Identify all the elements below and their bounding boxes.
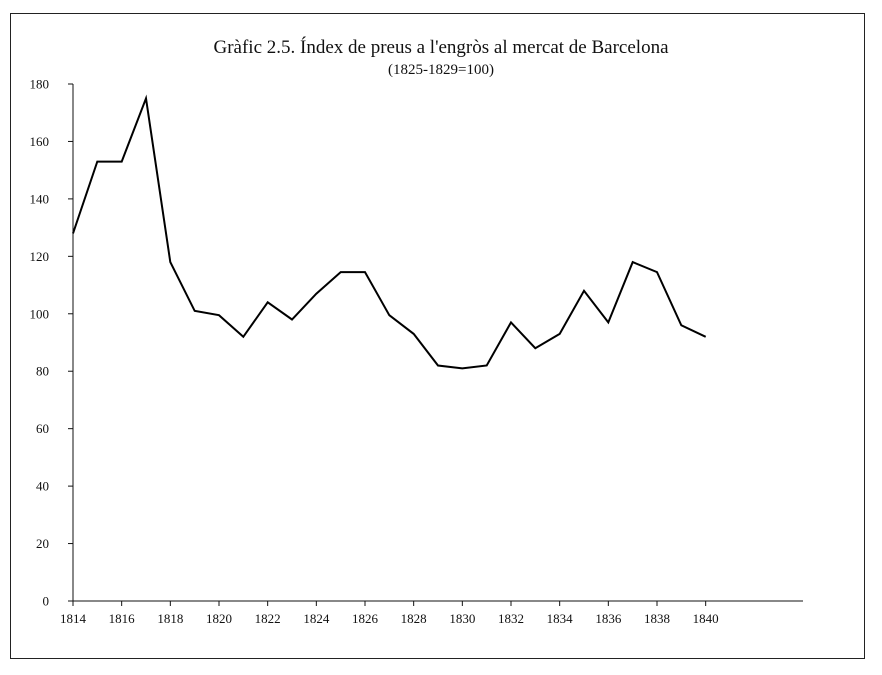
x-tick-label: 1818	[157, 611, 183, 626]
y-tick-label: 60	[36, 421, 49, 436]
x-tick-label: 1824	[303, 611, 330, 626]
x-tick-label: 1834	[547, 611, 574, 626]
series-line	[72, 94, 707, 370]
x-tick-label: 1830	[449, 611, 475, 626]
y-tick-label: 0	[43, 594, 50, 609]
y-tick-label: 180	[30, 77, 50, 92]
x-tick-label: 1826	[352, 611, 379, 626]
x-tick-label: 1838	[644, 611, 670, 626]
chart-subtitle: (1825-1829=100)	[388, 62, 494, 78]
x-tick-label: 1816	[109, 611, 136, 626]
y-tick-label: 140	[30, 191, 50, 206]
x-tick-label: 1822	[255, 611, 281, 626]
x-tick-label: 1820	[206, 611, 232, 626]
y-tick-label: 20	[36, 536, 49, 551]
x-tick-label: 1836	[595, 611, 622, 626]
y-tick-label: 100	[30, 306, 50, 321]
x-tick-label: 1840	[693, 611, 719, 626]
chart-title: Gràfic 2.5. Índex de preus a l'engròs al…	[213, 37, 669, 58]
x-tick-label: 1814	[60, 611, 87, 626]
y-tick-label: 160	[30, 134, 50, 149]
y-tick-label: 120	[30, 249, 50, 264]
chart-frame	[10, 13, 865, 659]
y-tick-label: 80	[36, 364, 49, 379]
x-tick-label: 1832	[498, 611, 524, 626]
y-tick-label: 40	[36, 479, 49, 494]
x-tick-label: 1828	[401, 611, 427, 626]
